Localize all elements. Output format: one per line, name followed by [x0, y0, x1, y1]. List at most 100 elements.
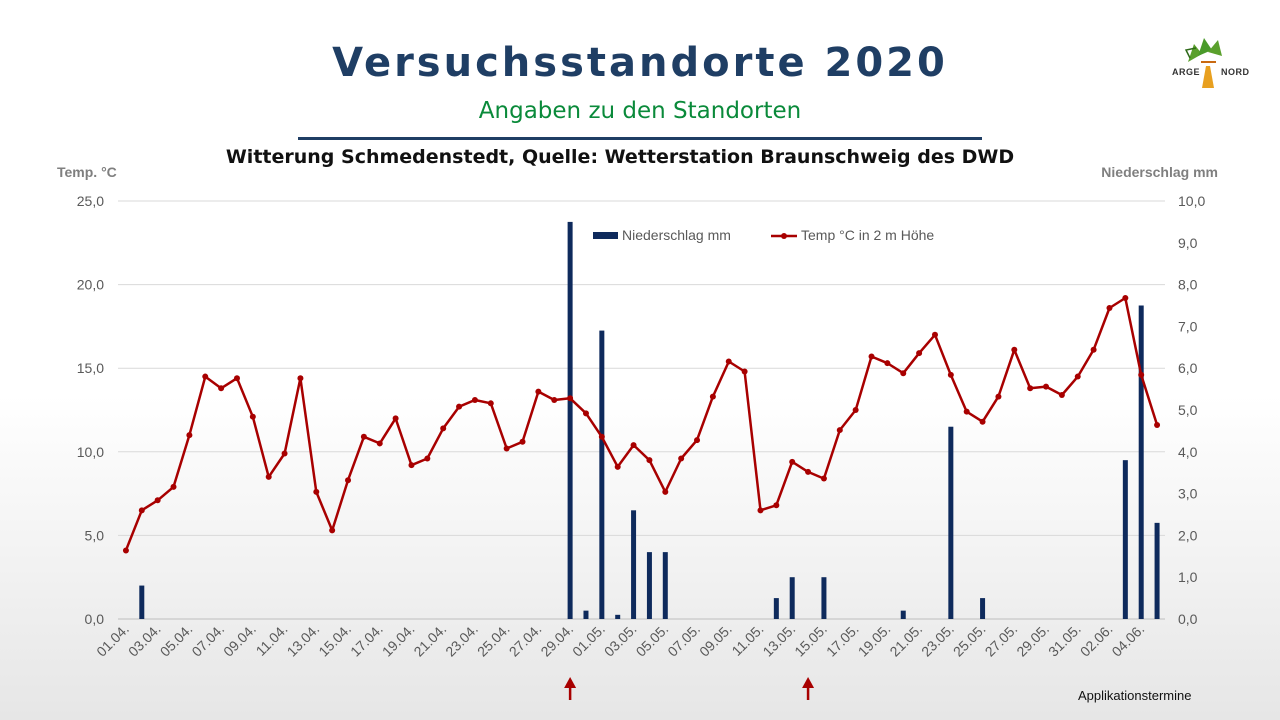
- precipitation-bar: [1122, 460, 1128, 619]
- precipitation-bar: [980, 598, 986, 619]
- temperature-point: [567, 395, 574, 402]
- legend-label-precipitation: Niederschlag mm: [622, 227, 731, 243]
- x-tick-label: 05.05.: [633, 621, 672, 660]
- temperature-point: [1074, 373, 1081, 380]
- temperature-point: [662, 488, 669, 495]
- temperature-point: [630, 442, 637, 449]
- plant-logo-icon: [1184, 38, 1222, 88]
- temperature-point: [1106, 305, 1113, 312]
- temperature-point: [820, 475, 827, 482]
- x-tick-label: 31.05.: [1045, 621, 1084, 660]
- x-tick-label: 11.05.: [728, 621, 766, 659]
- y-right-tick-label: 5,0: [1178, 402, 1198, 418]
- x-tick-label: 17.04.: [347, 621, 386, 660]
- x-tick-label: 07.05.: [664, 621, 703, 660]
- temperature-point: [709, 393, 716, 400]
- temperature-point: [741, 368, 748, 375]
- precipitation-bar: [646, 552, 652, 619]
- x-tick-label: 27.05.: [982, 621, 1021, 660]
- precipitation-bar: [821, 577, 827, 619]
- x-tick-label: 01.05.: [569, 621, 608, 660]
- temperature-point: [345, 477, 352, 484]
- precipitation-bar: [1138, 305, 1144, 619]
- precipitation-bar: [1154, 522, 1160, 619]
- temperature-point: [1027, 385, 1034, 392]
- x-tick-label: 23.04.: [442, 621, 481, 660]
- precipitation-bar: [789, 577, 795, 619]
- precipitation-bar: [567, 221, 573, 619]
- application-dates-label: Applikationstermine: [1078, 688, 1192, 703]
- x-tick-label: 27.04.: [506, 621, 545, 660]
- temperature-point: [916, 350, 923, 357]
- temperature-point: [789, 458, 796, 465]
- temperature-point: [805, 468, 812, 475]
- x-tick-label: 15.05.: [791, 621, 830, 660]
- temperature-point: [265, 473, 272, 480]
- y-left-tick-label: 10,0: [77, 444, 104, 460]
- temperature-point: [154, 497, 161, 504]
- temperature-point: [519, 438, 526, 445]
- x-tick-label: 29.05.: [1013, 621, 1052, 660]
- logo-text: ARGE NORD: [1172, 67, 1250, 77]
- temperature-point: [281, 450, 288, 457]
- temperature-line: [124, 296, 1159, 551]
- temperature-point: [1090, 346, 1097, 353]
- temperature-point: [440, 425, 447, 432]
- temperature-point: [471, 396, 478, 403]
- y-right-tick-label: 0,0: [1178, 611, 1198, 627]
- temperature-point: [233, 375, 240, 382]
- page-subtitle: Angaben zu den Standorten: [478, 98, 802, 124]
- temperature-point: [1043, 383, 1050, 390]
- x-tick-label: 19.04.: [379, 621, 418, 660]
- x-tick-label: 09.05.: [696, 621, 735, 660]
- precipitation-bar: [631, 510, 637, 619]
- temperature-point: [297, 375, 304, 382]
- x-tick-label: 03.04.: [125, 621, 164, 660]
- temperature-point: [202, 373, 209, 380]
- temperature-point: [884, 360, 891, 367]
- x-tick-label: 13.05.: [759, 621, 798, 660]
- temperature-point: [313, 488, 320, 495]
- y-axis-right-label: Niederschlag mm: [1101, 164, 1218, 180]
- x-tick-label: 17.05.: [823, 621, 862, 660]
- legend-label-temperature: Temp °C in 2 m Höhe: [801, 227, 934, 243]
- y-axis-left-label: Temp. °C: [57, 164, 117, 180]
- temperature-point: [1138, 371, 1145, 378]
- temperature-point: [376, 440, 383, 447]
- x-tick-label: 09.04.: [220, 621, 259, 660]
- temperature-point: [995, 393, 1002, 400]
- precipitation-bar: [662, 552, 668, 619]
- temperature-point: [218, 385, 225, 392]
- temperature-point: [852, 407, 859, 413]
- temperature-point: [186, 432, 193, 439]
- x-tick-label: 15.04.: [315, 621, 354, 660]
- temperature-point: [773, 502, 780, 509]
- temperature-point: [1122, 294, 1129, 301]
- precipitation-bar: [583, 610, 589, 619]
- x-tick-label: 05.04.: [157, 621, 196, 660]
- y-left-tick-label: 15,0: [77, 360, 104, 376]
- x-tick-label: 21.04.: [410, 621, 449, 660]
- chart-title: Witterung Schmedenstedt, Quelle: Wetters…: [225, 146, 1015, 168]
- temperature-point: [456, 403, 463, 410]
- arge-nord-logo: [1168, 32, 1252, 92]
- temperature-point: [329, 527, 336, 534]
- temperature-point: [646, 457, 653, 464]
- y-left-tick-label: 0,0: [85, 611, 105, 627]
- temperature-point: [694, 437, 701, 444]
- temperature-point: [170, 483, 177, 490]
- temperature-point: [249, 413, 256, 420]
- x-tick-label: 29.04.: [537, 621, 576, 660]
- temperature-point: [757, 507, 764, 514]
- temperature-point: [1154, 422, 1161, 429]
- y-left-tick-label: 20,0: [77, 277, 104, 293]
- temperature-point: [678, 455, 685, 462]
- x-tick-label: 25.05.: [950, 621, 989, 660]
- legend-line-marker: [781, 233, 787, 239]
- temperature-point: [551, 396, 558, 403]
- precipitation-bar: [773, 598, 779, 619]
- title-divider: [298, 137, 982, 140]
- temperature-point: [535, 388, 542, 395]
- page-title: Versuchsstandorte 2020: [332, 40, 948, 86]
